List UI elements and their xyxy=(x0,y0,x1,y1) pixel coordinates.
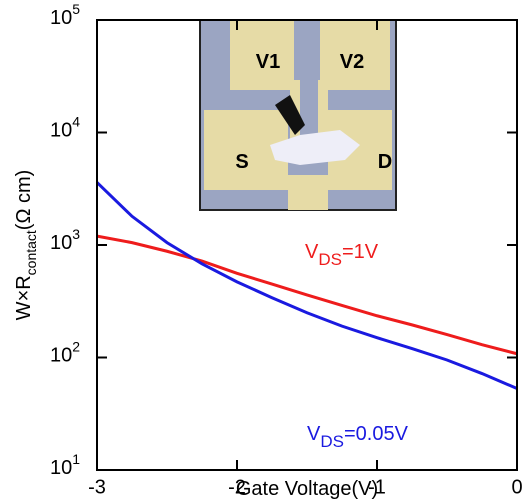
y-axis-label-rest: (Ω cm) xyxy=(13,170,35,231)
x-tick-label: 0 xyxy=(511,476,522,498)
y-tick-base: 10 xyxy=(50,232,72,254)
inset-label: V2 xyxy=(340,51,364,73)
chart: 101102103104105-3-2-10Gate Voltage(V)W×R… xyxy=(0,0,525,502)
annotation-rest: =0.05V xyxy=(344,423,409,445)
y-tick-base: 10 xyxy=(50,7,72,29)
y-tick-label: 104 xyxy=(50,114,80,142)
inset-photo xyxy=(200,20,396,210)
y-tick-exponent: 3 xyxy=(72,226,80,242)
y-tick-base: 10 xyxy=(50,345,72,367)
y-axis-label-main: W×R xyxy=(13,275,35,320)
annotation: VDS=0.05V xyxy=(307,423,409,451)
y-tick-exponent: 5 xyxy=(72,1,80,17)
y-tick-base: 10 xyxy=(50,457,72,479)
x-tick-label: -3 xyxy=(88,476,106,498)
series-line xyxy=(97,182,517,388)
y-tick-label: 102 xyxy=(50,339,80,367)
y-tick-label: 105 xyxy=(50,1,80,29)
x-axis-label: Gate Voltage(V) xyxy=(236,478,378,500)
y-tick-label: 101 xyxy=(50,451,80,479)
y-tick-exponent: 1 xyxy=(72,451,80,467)
annotation-main: V xyxy=(305,241,319,263)
y-tick-exponent: 2 xyxy=(72,339,80,355)
inset-label: V1 xyxy=(256,51,280,73)
y-tick-label: 103 xyxy=(50,226,80,254)
y-axis-label-sub: contact xyxy=(23,230,39,275)
page: 101102103104105-3-2-10Gate Voltage(V)W×R… xyxy=(0,0,525,502)
y-tick-exponent: 4 xyxy=(72,114,80,130)
annotation: VDS=1V xyxy=(305,241,379,269)
annotation-sub: DS xyxy=(320,432,344,451)
y-tick-base: 10 xyxy=(50,120,72,142)
pad xyxy=(288,175,328,210)
annotation-main: V xyxy=(307,423,321,445)
annotation-rest: =1V xyxy=(342,241,379,263)
annotation-sub: DS xyxy=(318,250,342,269)
inset-label: S xyxy=(235,151,248,173)
y-axis-label: W×Rcontact(Ω cm) xyxy=(13,170,39,321)
pad xyxy=(318,80,328,140)
inset-label: D xyxy=(378,151,392,173)
